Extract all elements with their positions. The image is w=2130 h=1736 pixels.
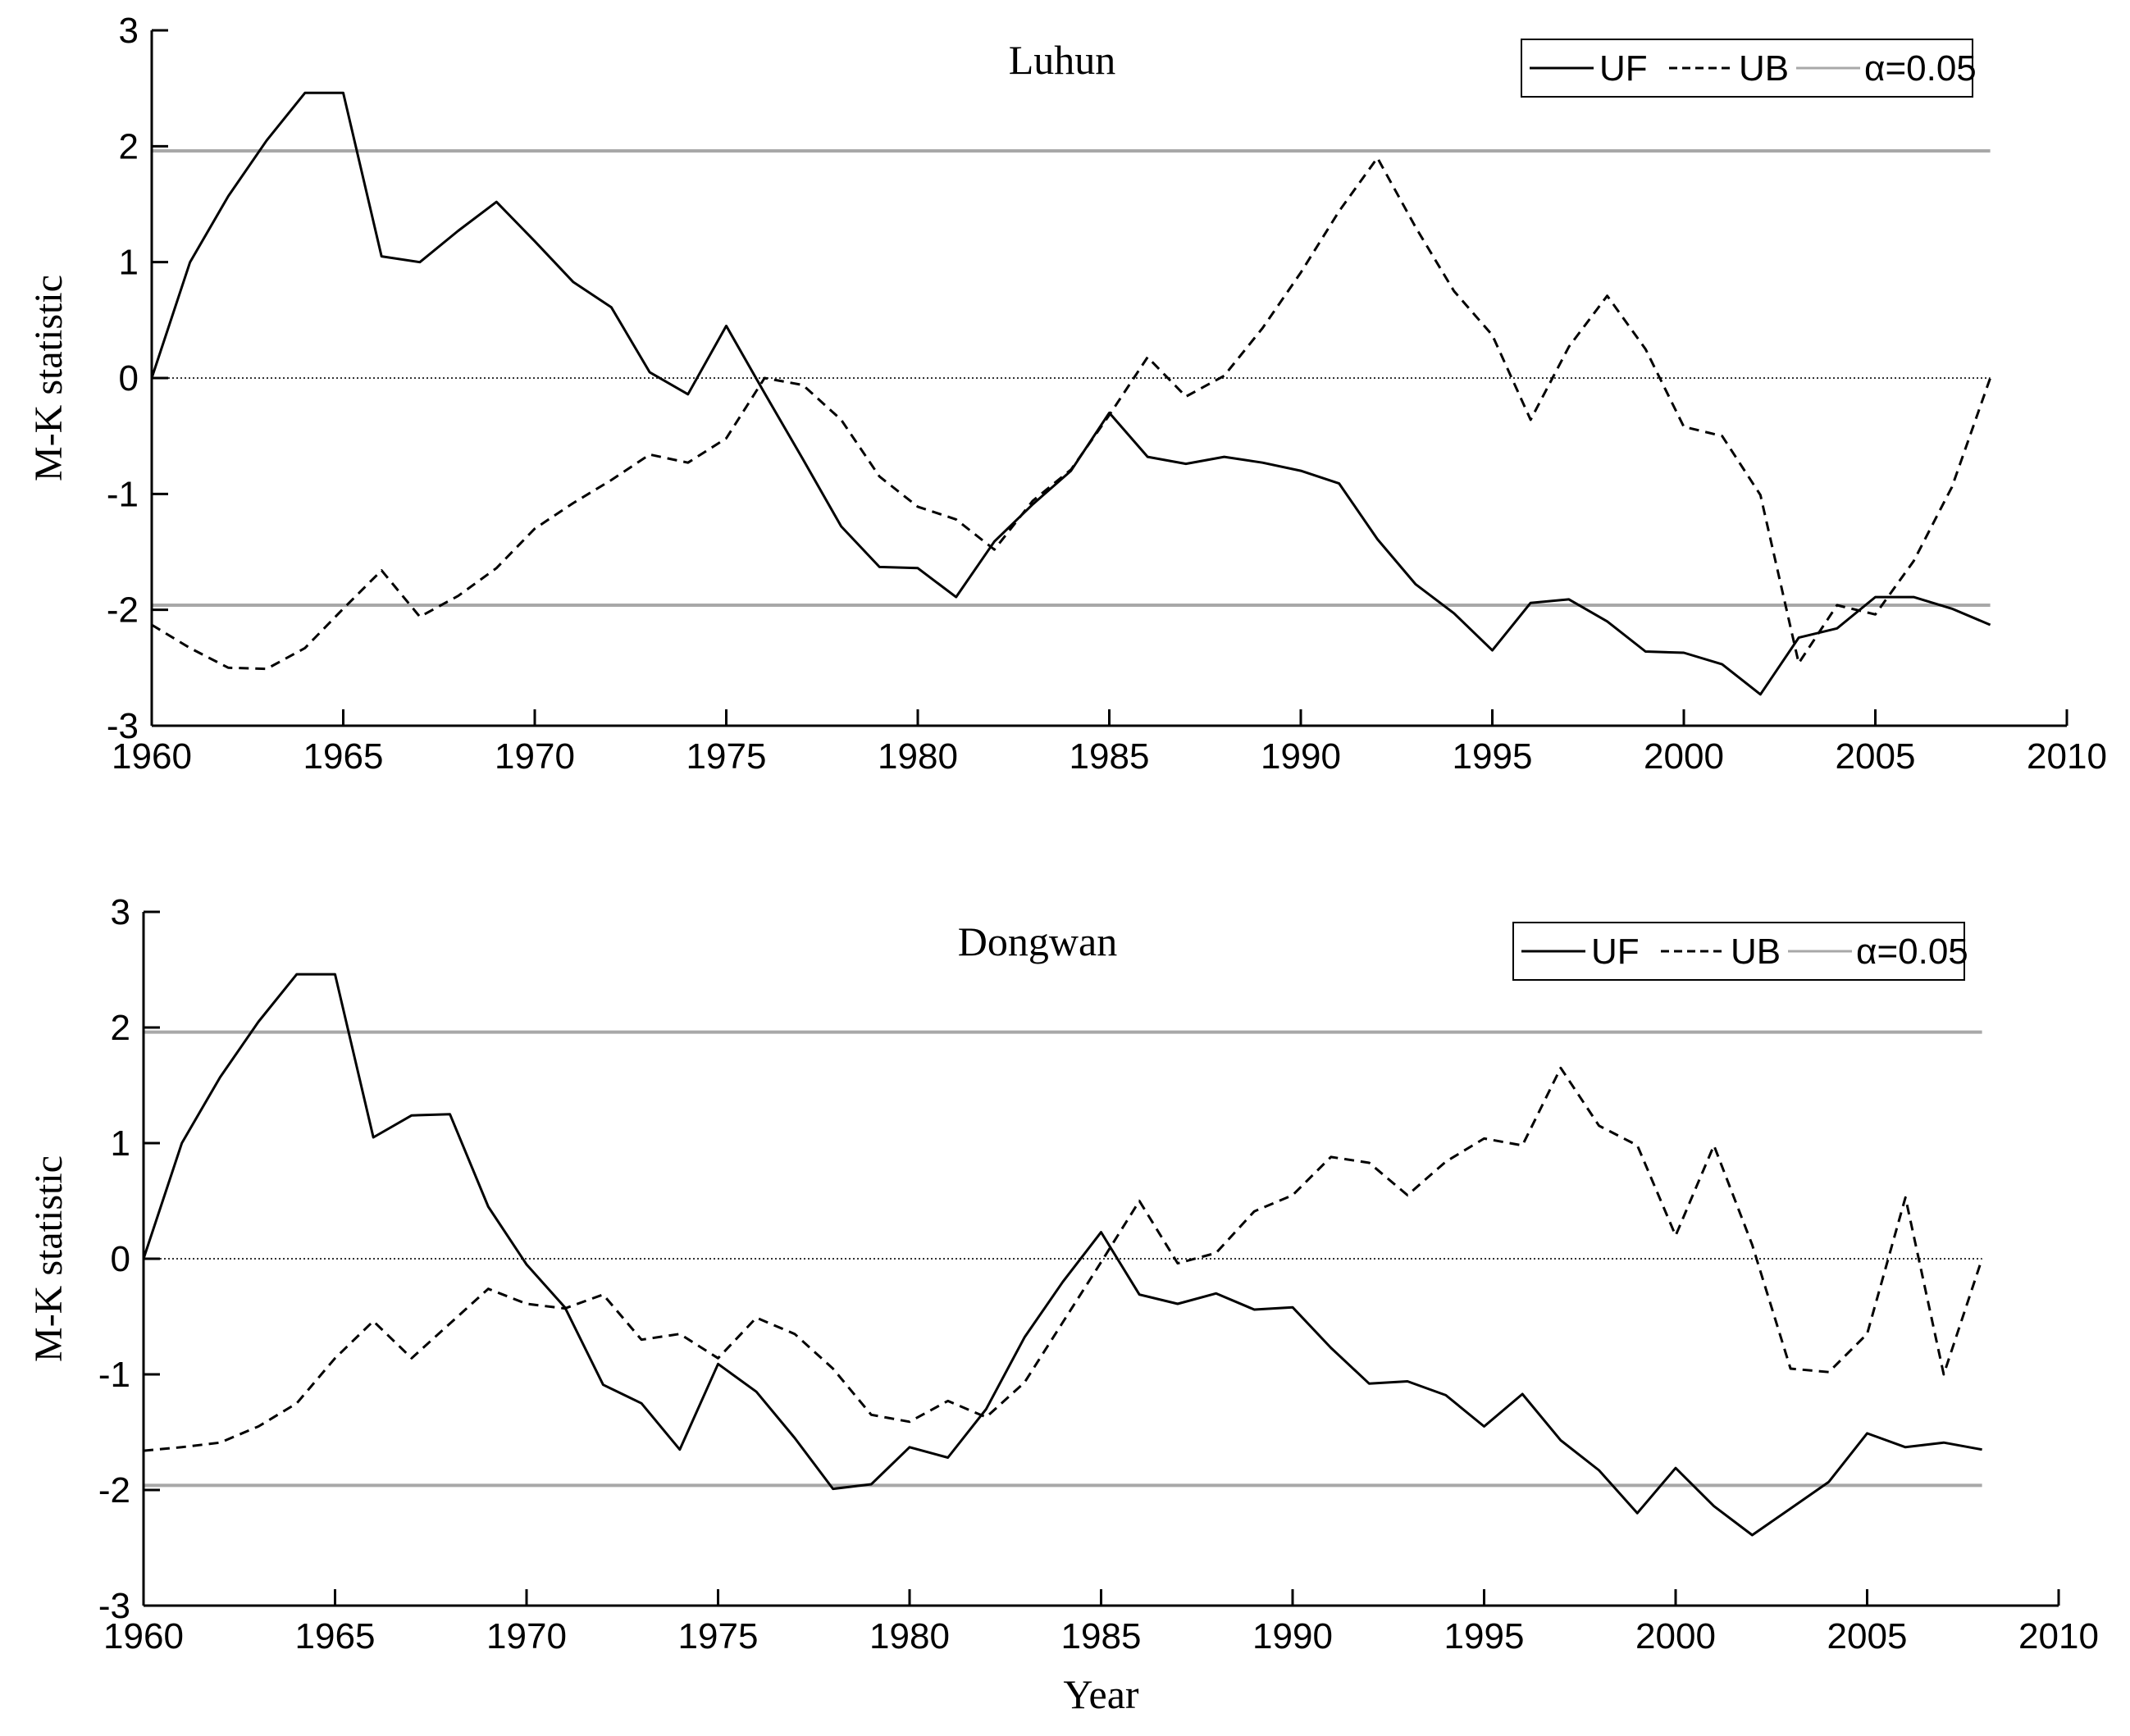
y-tick-label: -3 [98, 1586, 130, 1626]
y-tick-label: 3 [119, 11, 139, 51]
series-line-ub [151, 157, 1992, 671]
x-tick-label: 1970 [486, 1616, 567, 1656]
x-tick-label: 2005 [1836, 736, 1916, 777]
chart-title: Dongwan [958, 918, 1117, 964]
x-tick-label: 1990 [1252, 1616, 1333, 1656]
x-tick-label: 2010 [2018, 1616, 2099, 1656]
x-tick-label: 1985 [1070, 736, 1150, 777]
x-tick-label: 1965 [295, 1616, 376, 1656]
x-tick-label: 1995 [1453, 736, 1533, 777]
y-tick-label: -3 [107, 706, 139, 746]
y-tick-label: 1 [119, 243, 139, 283]
y-tick-label: 0 [119, 358, 139, 399]
y-tick-label: -2 [107, 590, 139, 631]
y-tick-label: -1 [107, 474, 139, 514]
y-tick-label: -1 [98, 1355, 130, 1395]
x-axis-label: Year [1063, 1671, 1138, 1717]
legend-label: α=0.05 [1856, 932, 1968, 972]
y-tick-label: 1 [111, 1123, 130, 1164]
y-tick-label: 2 [119, 126, 139, 166]
legend-label: UF [1599, 48, 1648, 89]
legend-label: UB [1731, 932, 1781, 972]
legend: UF UB α=0.05 [1521, 39, 1977, 98]
y-axis-label: M-K statistic [27, 1155, 71, 1362]
x-tick-label: 1975 [686, 736, 767, 777]
chart-title: Luhun [1009, 37, 1116, 83]
x-tick-label: 1995 [1444, 1616, 1525, 1656]
x-tick-label: 1980 [878, 736, 958, 777]
series-line-uf [142, 973, 1982, 1537]
series-line-ub [143, 1066, 1984, 1452]
x-tick-label: 2010 [2027, 736, 2107, 777]
x-tick-label: 2000 [1644, 736, 1724, 777]
x-tick-label: 1985 [1061, 1616, 1142, 1656]
y-tick-label: 2 [111, 1008, 130, 1048]
legend-label: UF [1591, 932, 1640, 972]
y-axis-label: M-K statistic [27, 275, 71, 481]
legend-label: α=0.05 [1864, 48, 1977, 89]
y-tick-label: 3 [111, 892, 130, 932]
x-tick-label: 1990 [1261, 736, 1341, 777]
x-tick-label: 2000 [1635, 1616, 1716, 1656]
y-tick-label: -2 [98, 1470, 130, 1510]
x-tick-label: 1965 [303, 736, 384, 777]
legend-box [1521, 39, 1973, 98]
y-tick-label: 0 [111, 1239, 130, 1279]
legend-box [1512, 922, 1965, 981]
x-tick-label: 1980 [869, 1616, 950, 1656]
x-tick-label: 1970 [495, 736, 575, 777]
legend-label: UB [1739, 48, 1789, 89]
x-tick-label: 1960 [112, 736, 192, 777]
x-tick-label: 2005 [1827, 1616, 1908, 1656]
x-tick-label: 1960 [103, 1616, 184, 1656]
x-tick-label: 1975 [678, 1616, 759, 1656]
legend: UF UB α=0.05 [1512, 922, 1968, 981]
